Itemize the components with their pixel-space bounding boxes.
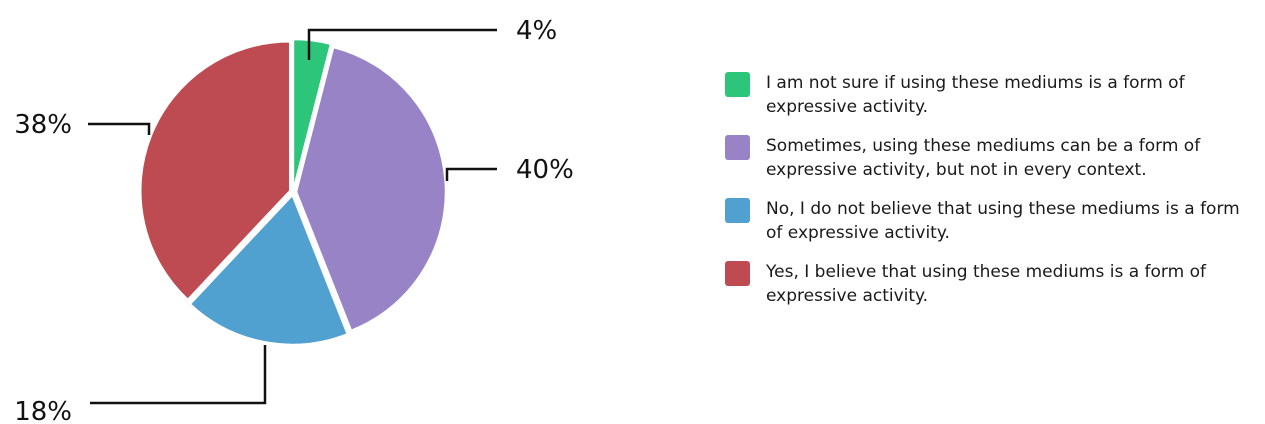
percent-label-3: 18% [14, 397, 72, 424]
leader-line-4 [88, 124, 149, 135]
leader-line-2 [447, 169, 497, 181]
legend-item-1: I am not sure if using these mediums is … [725, 71, 1255, 119]
percent-label-1: 4% [516, 16, 557, 46]
percent-label-2: 40% [516, 155, 574, 185]
legend-label: Yes, I believe that using these mediums … [766, 260, 1255, 308]
legend-swatch [725, 135, 750, 160]
legend-item-2: Sometimes, using these mediums can be a … [725, 134, 1255, 182]
leader-line-3 [90, 345, 265, 403]
legend-label: No, I do not believe that using these me… [766, 197, 1255, 245]
legend-swatch [725, 198, 750, 223]
pie-chart: 4% 40% 18% 38% [0, 0, 620, 424]
legend-swatch [725, 72, 750, 97]
legend-item-4: Yes, I believe that using these mediums … [725, 260, 1255, 308]
pie-slices [141, 40, 446, 345]
legend-label: Sometimes, using these mediums can be a … [766, 134, 1255, 182]
legend-label: I am not sure if using these mediums is … [766, 71, 1255, 119]
percent-label-4: 38% [14, 110, 72, 140]
legend-item-3: No, I do not believe that using these me… [725, 197, 1255, 245]
legend-swatch [725, 261, 750, 286]
chart-legend: I am not sure if using these mediums is … [725, 71, 1255, 323]
